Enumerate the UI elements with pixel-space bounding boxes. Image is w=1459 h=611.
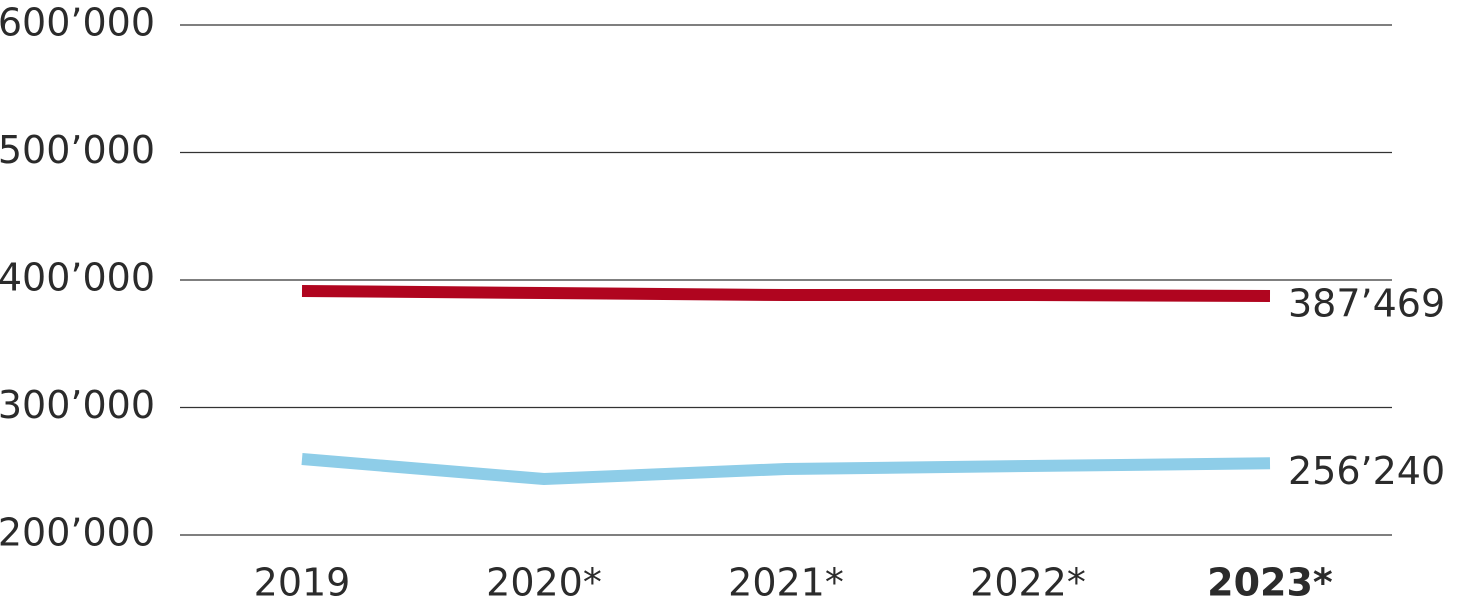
x-tick-label: 2021*	[728, 561, 844, 605]
series-line	[301, 284, 1271, 302]
x-tick-label: 2022*	[970, 561, 1086, 605]
y-tick-label: 300’000	[0, 383, 155, 427]
x-tick-label: 2020*	[486, 561, 602, 605]
y-tick-label: 200’000	[0, 511, 155, 555]
value-label: 256’240	[1288, 449, 1445, 493]
y-tick-label: 600’000	[0, 1, 155, 45]
series-line	[301, 453, 1271, 486]
y-tick-label: 400’000	[0, 256, 155, 300]
value-label: 387’469	[1288, 281, 1445, 325]
x-tick-label: 2019	[254, 561, 351, 605]
y-tick-label: 500’000	[0, 128, 155, 172]
x-tick-label: 2023*	[1207, 561, 1333, 605]
